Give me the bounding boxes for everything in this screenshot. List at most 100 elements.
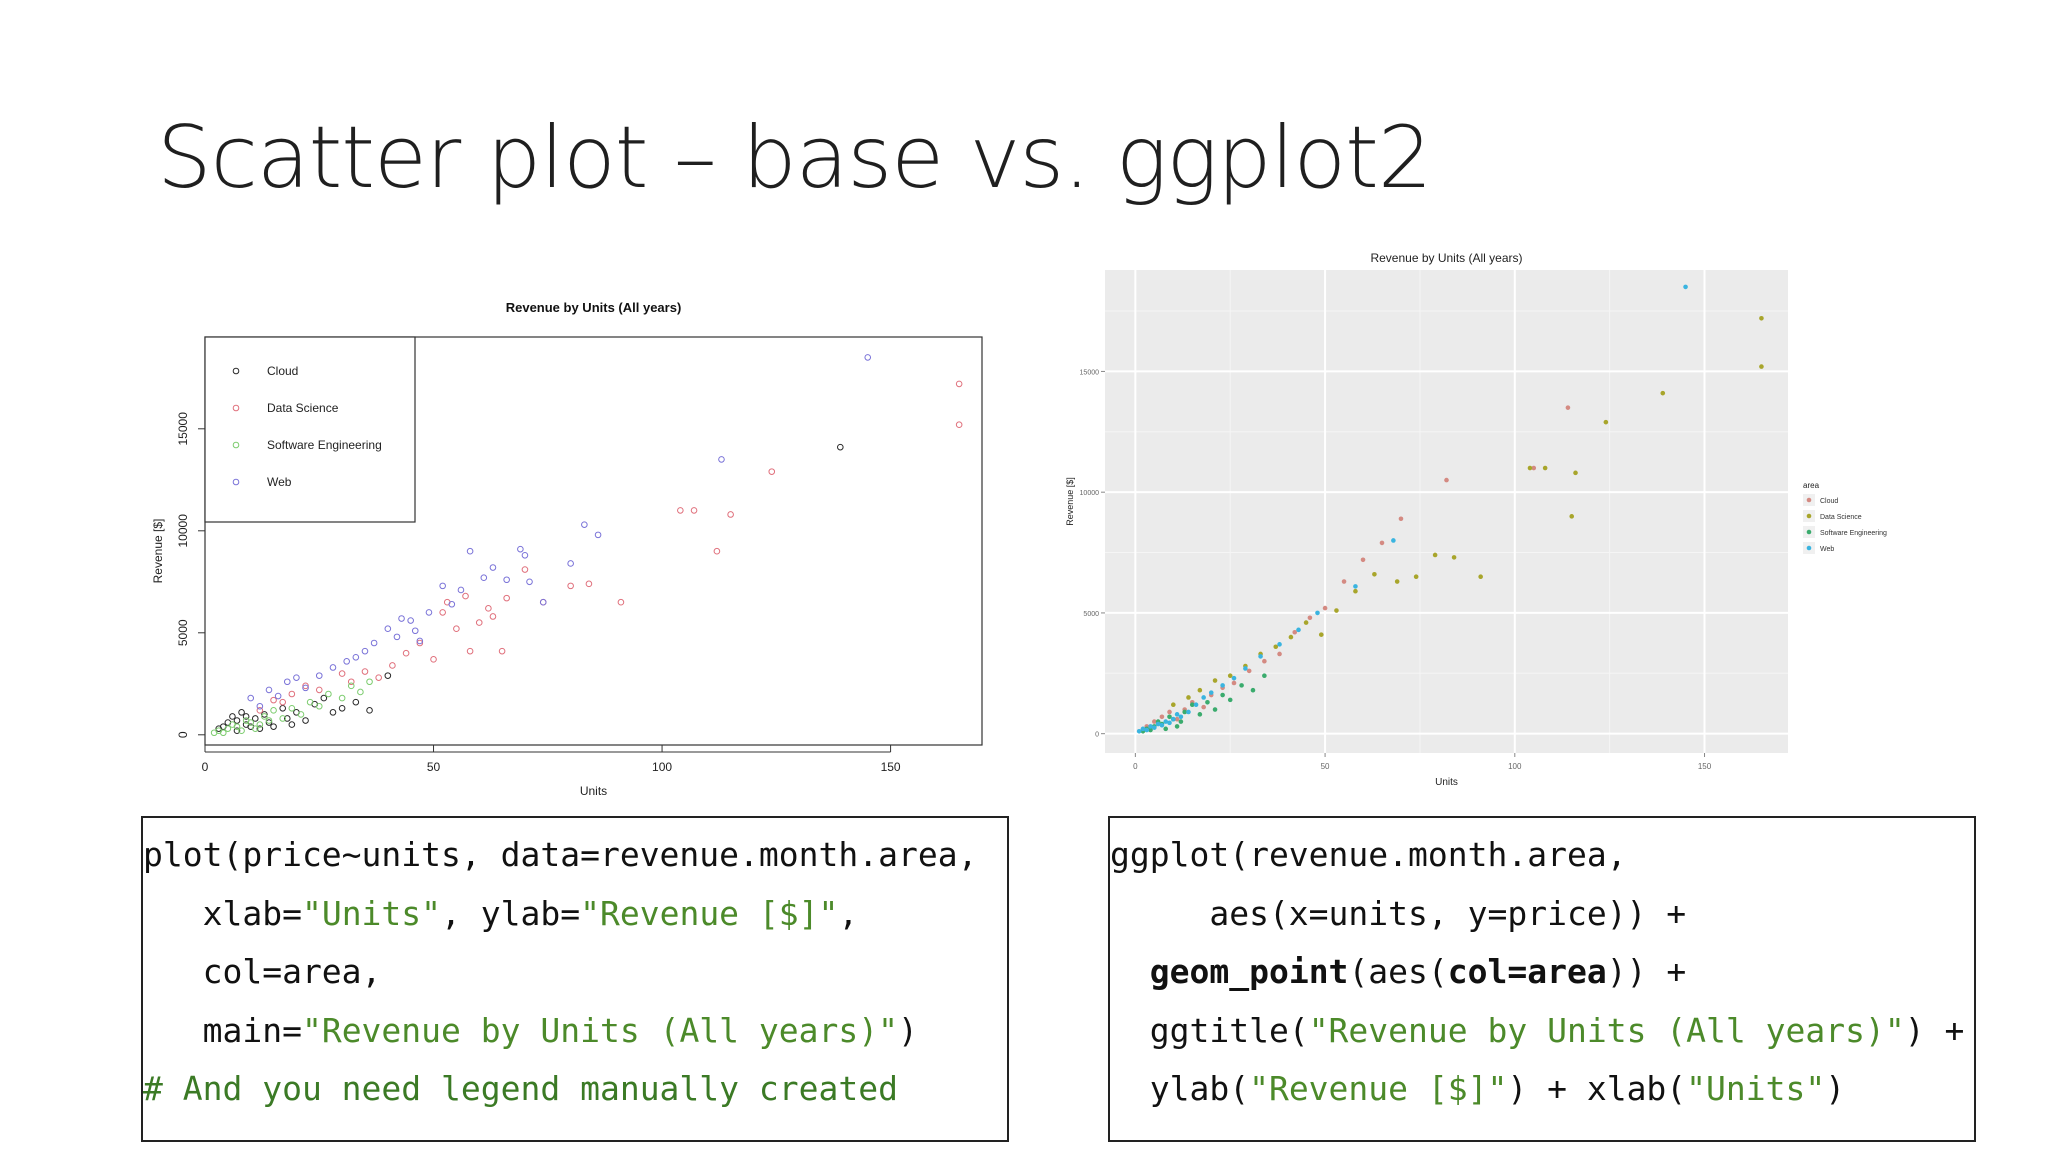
data-point: [448, 600, 456, 608]
data-point: [1227, 673, 1233, 679]
data-point: [1394, 579, 1400, 584]
data-point: [1413, 574, 1419, 580]
legend-label: Software Engineering: [267, 438, 382, 452]
code-token: ggtitle(: [1110, 1010, 1309, 1050]
code-token: col=area: [1447, 952, 1607, 991]
data-point: [329, 709, 337, 716]
legend-marker: [232, 478, 240, 486]
data-point: [306, 698, 314, 706]
data-point: [1542, 465, 1548, 471]
data-point: [1262, 673, 1267, 679]
data-point: [1201, 695, 1206, 700]
data-point: [567, 582, 574, 590]
x-tick-label: 100: [1508, 762, 1522, 771]
data-point: [1573, 470, 1578, 476]
code-token: ) + xlab(: [1507, 1069, 1687, 1108]
data-point: [1167, 709, 1172, 715]
data-point: [393, 633, 401, 641]
data-point: [1197, 687, 1203, 693]
data-point: [1527, 465, 1533, 471]
data-point: [503, 576, 510, 584]
data-point: [247, 719, 255, 726]
data-point: [270, 707, 277, 714]
code-token: geom_point: [1149, 952, 1349, 991]
code-line: col=area,: [143, 943, 1007, 1002]
y-axis-label: Revenue [$]: [151, 519, 165, 584]
data-point: [384, 672, 392, 679]
data-point: [1353, 588, 1358, 594]
data-point: [1220, 683, 1225, 688]
data-point: [1189, 702, 1195, 707]
data-point: [242, 713, 250, 720]
data-point: [1212, 707, 1218, 712]
data-point: [1262, 658, 1267, 664]
legend-marker: [1806, 497, 1812, 503]
x-tick-label: 0: [202, 760, 209, 774]
code-token: )) +: [1606, 952, 1687, 991]
legend-label: Cloud: [267, 364, 298, 378]
data-point: [690, 507, 698, 514]
data-point: [439, 609, 446, 616]
data-point: [1277, 642, 1282, 647]
data-point: [265, 686, 273, 694]
data-point: [837, 443, 844, 451]
data-point: [1205, 699, 1210, 705]
data-point: [366, 707, 373, 714]
data-point: [1174, 712, 1180, 717]
data-point: [489, 564, 497, 571]
data-point: [498, 647, 506, 655]
data-point: [1171, 702, 1176, 707]
y-tick-label: 5000: [176, 619, 190, 646]
data-point: [1178, 719, 1184, 724]
data-point: [727, 511, 734, 518]
legend-label: Data Science: [1820, 514, 1862, 521]
data-point: [1174, 724, 1180, 729]
code-line: plot(price~units, data=revenue.month.are…: [143, 826, 1007, 885]
data-point: [1391, 538, 1396, 543]
x-tick-label: 50: [427, 760, 441, 774]
legend-marker: [232, 441, 240, 449]
legend-label: Data Science: [267, 401, 339, 415]
x-tick-label: 100: [652, 760, 672, 774]
data-point: [1277, 651, 1282, 657]
data-point: [1360, 557, 1366, 563]
code-line: geom_point(aes(col=area)) +: [1110, 943, 1974, 1002]
data-point: [302, 717, 309, 724]
data-point: [229, 713, 236, 720]
data-point: [329, 664, 337, 671]
data-point: [1451, 555, 1457, 560]
data-point: [265, 719, 273, 726]
data-point: [955, 421, 963, 429]
data-point: [480, 574, 488, 582]
code-line: ggtitle("Revenue by Units (All years)") …: [1110, 1002, 1974, 1061]
data-point: [1303, 620, 1309, 625]
code-token: main=: [143, 1010, 302, 1050]
data-point: [1208, 690, 1214, 695]
data-point: [233, 727, 241, 735]
legend-label: Cloud: [1820, 498, 1838, 505]
data-point: [297, 711, 305, 718]
y-tick-label: 0: [1095, 732, 1099, 739]
data-point: [256, 707, 264, 714]
code-token: ylab(: [1110, 1069, 1250, 1108]
data-point: [325, 690, 332, 698]
data-point: [315, 702, 323, 710]
data-point: [338, 670, 346, 677]
data-point: [539, 598, 547, 606]
data-point: [274, 692, 282, 700]
data-point: [288, 690, 296, 698]
data-point: [1759, 364, 1764, 369]
code-token: ,: [838, 893, 859, 933]
data-point: [485, 605, 492, 612]
base-scatter-plot: Revenue by Units (All years) 0 50 100 150 0 50…: [151, 300, 983, 798]
code-token: "Revenue [$]": [1249, 1069, 1508, 1108]
data-point: [1292, 629, 1298, 635]
series-web: [1136, 284, 1688, 734]
data-point: [677, 507, 684, 514]
data-point: [361, 647, 369, 655]
data-point: [283, 715, 291, 722]
data-point: [338, 704, 346, 712]
data-point: [1182, 709, 1187, 715]
y-tick-label: 10000: [1080, 490, 1100, 497]
data-point: [768, 468, 776, 475]
